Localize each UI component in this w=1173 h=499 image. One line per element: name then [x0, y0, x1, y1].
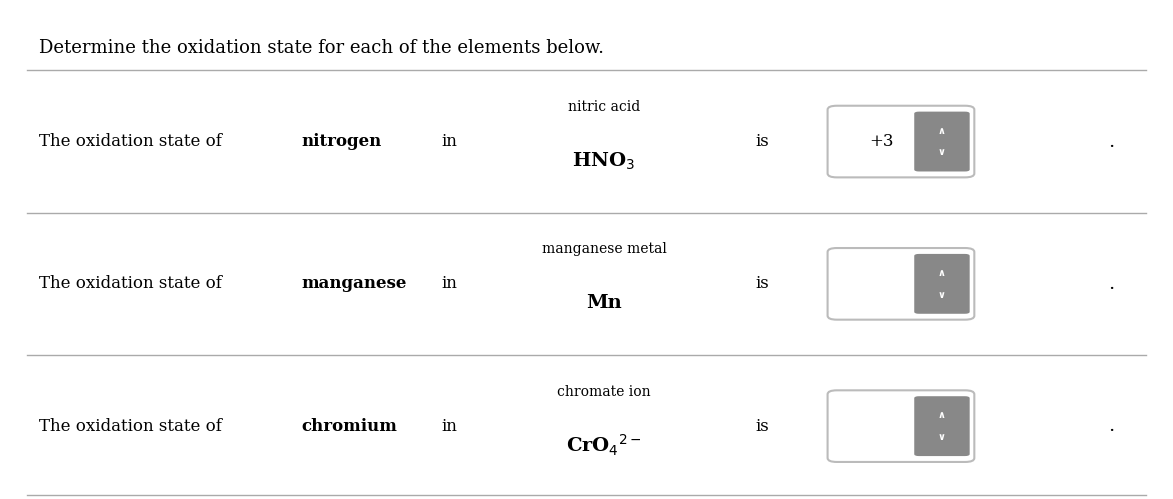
Text: CrO$_4$$^{2-}$: CrO$_4$$^{2-}$: [567, 433, 642, 459]
Text: is: is: [755, 418, 769, 435]
Text: ∨: ∨: [938, 432, 945, 442]
Text: in: in: [441, 275, 456, 292]
Text: Determine the oxidation state for each of the elements below.: Determine the oxidation state for each o…: [39, 38, 604, 56]
Text: nitrogen: nitrogen: [301, 133, 381, 150]
Text: ∧: ∧: [938, 126, 945, 136]
Text: The oxidation state of: The oxidation state of: [39, 133, 222, 150]
Text: The oxidation state of: The oxidation state of: [39, 418, 222, 435]
Text: in: in: [441, 133, 456, 150]
FancyBboxPatch shape: [914, 396, 970, 456]
FancyBboxPatch shape: [914, 254, 970, 314]
Text: +3: +3: [869, 133, 894, 150]
Text: .: .: [1108, 133, 1114, 151]
Text: manganese: manganese: [301, 275, 407, 292]
Text: .: .: [1108, 417, 1114, 435]
Text: Mn: Mn: [586, 294, 622, 312]
Text: .: .: [1108, 275, 1114, 293]
Text: ∨: ∨: [938, 289, 945, 299]
Text: ∨: ∨: [938, 147, 945, 157]
Text: ∧: ∧: [938, 268, 945, 278]
Text: nitric acid: nitric acid: [568, 100, 640, 114]
Text: chromium: chromium: [301, 418, 396, 435]
Text: in: in: [441, 418, 456, 435]
Text: The oxidation state of: The oxidation state of: [39, 275, 222, 292]
Text: is: is: [755, 275, 769, 292]
Text: manganese metal: manganese metal: [542, 243, 666, 256]
FancyBboxPatch shape: [828, 248, 975, 320]
Text: ∧: ∧: [938, 410, 945, 420]
FancyBboxPatch shape: [914, 112, 970, 172]
FancyBboxPatch shape: [828, 106, 975, 177]
Text: is: is: [755, 133, 769, 150]
FancyBboxPatch shape: [828, 390, 975, 462]
Text: chromate ion: chromate ion: [557, 385, 651, 399]
Text: HNO$_3$: HNO$_3$: [572, 151, 636, 172]
